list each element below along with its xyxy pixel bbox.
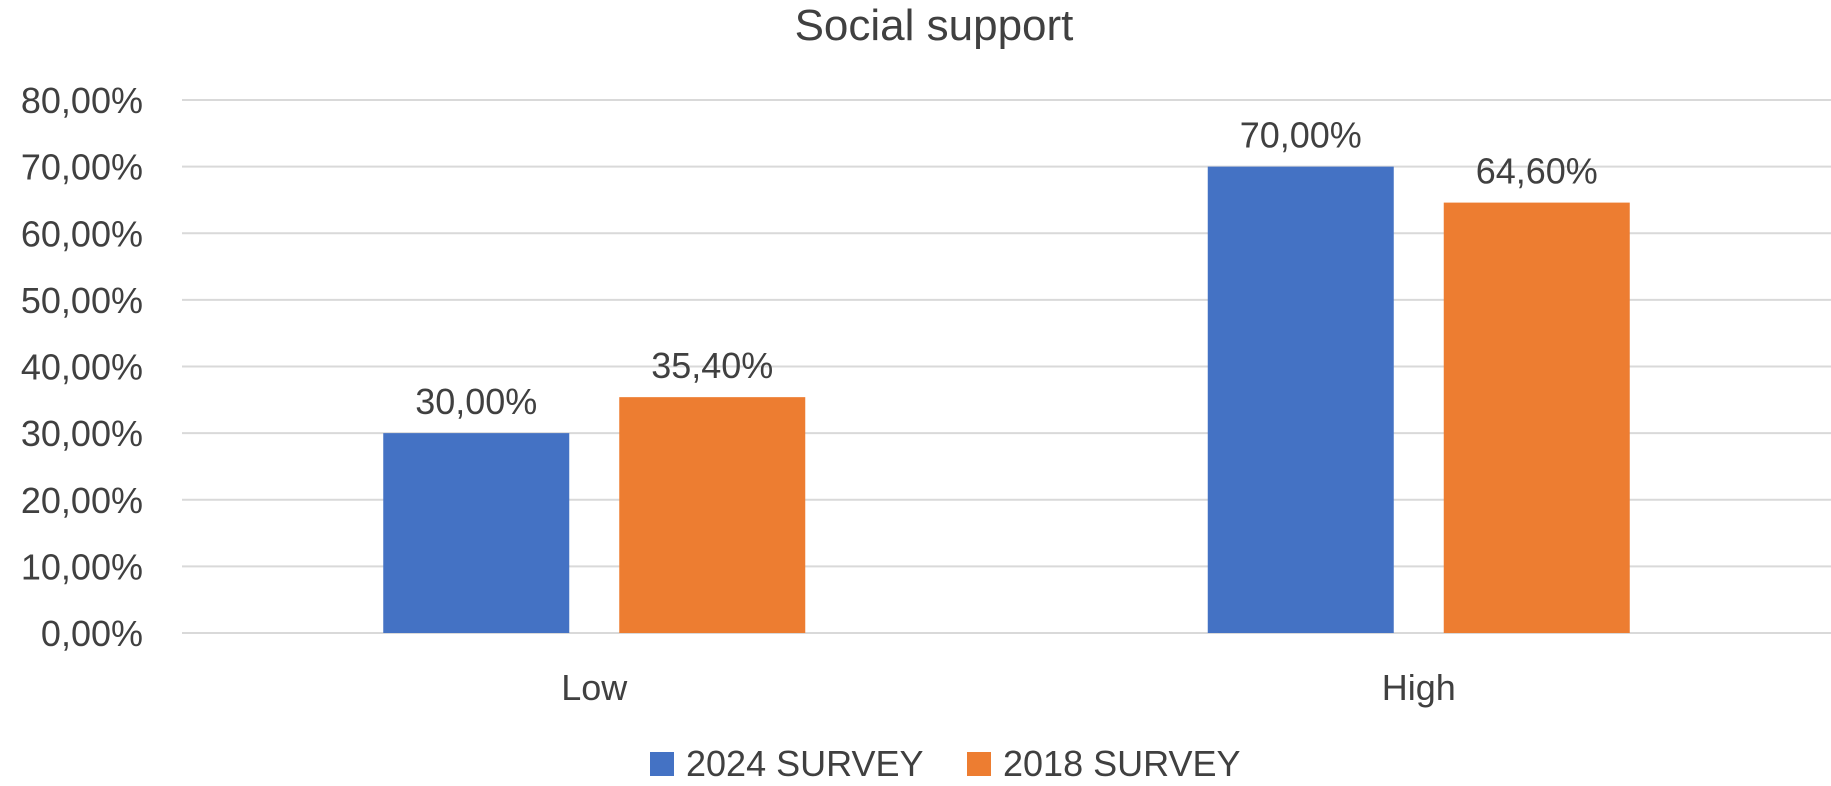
bar-2024-survey-low <box>383 433 570 633</box>
x-category-label: High <box>1382 667 1456 708</box>
data-label: 64,60% <box>1476 151 1598 192</box>
y-tick-label: 50,00% <box>21 280 143 321</box>
data-label: 70,00% <box>1240 115 1362 156</box>
bar-2018-survey-high <box>1443 202 1630 634</box>
data-label: 30,00% <box>415 381 537 422</box>
y-tick-label: 60,00% <box>21 213 143 254</box>
legend-label: 2024 SURVEY <box>686 743 923 781</box>
y-tick-label: 10,00% <box>21 546 143 587</box>
bar-2018-survey-low <box>619 397 806 633</box>
legend-swatch <box>967 752 991 776</box>
bar-2024-survey-high <box>1207 166 1394 633</box>
legend: 2024 SURVEY 2018 SURVEY <box>650 743 1240 784</box>
x-category-label: Low <box>561 667 628 708</box>
y-tick-label: 0,00% <box>41 613 143 654</box>
bars <box>383 166 1630 634</box>
legend-label: 2018 SURVEY <box>1003 743 1240 781</box>
y-tick-label: 80,00% <box>21 80 143 121</box>
y-tick-label: 20,00% <box>21 480 143 521</box>
x-axis-category-labels: Low High <box>561 667 1456 708</box>
data-labels: 30,00% 35,40% 70,00% 64,60% <box>415 115 1598 423</box>
legend-swatch <box>650 752 674 776</box>
y-tick-label: 70,00% <box>21 147 143 188</box>
y-tick-label: 30,00% <box>21 413 143 454</box>
y-tick-label: 40,00% <box>21 347 143 388</box>
y-axis-tick-labels: 0,00% 10,00% 20,00% 30,00% 40,00% 50,00% 60,00… <box>21 80 143 654</box>
data-label: 35,40% <box>651 345 773 386</box>
chart-title: Social support <box>795 1 1074 50</box>
